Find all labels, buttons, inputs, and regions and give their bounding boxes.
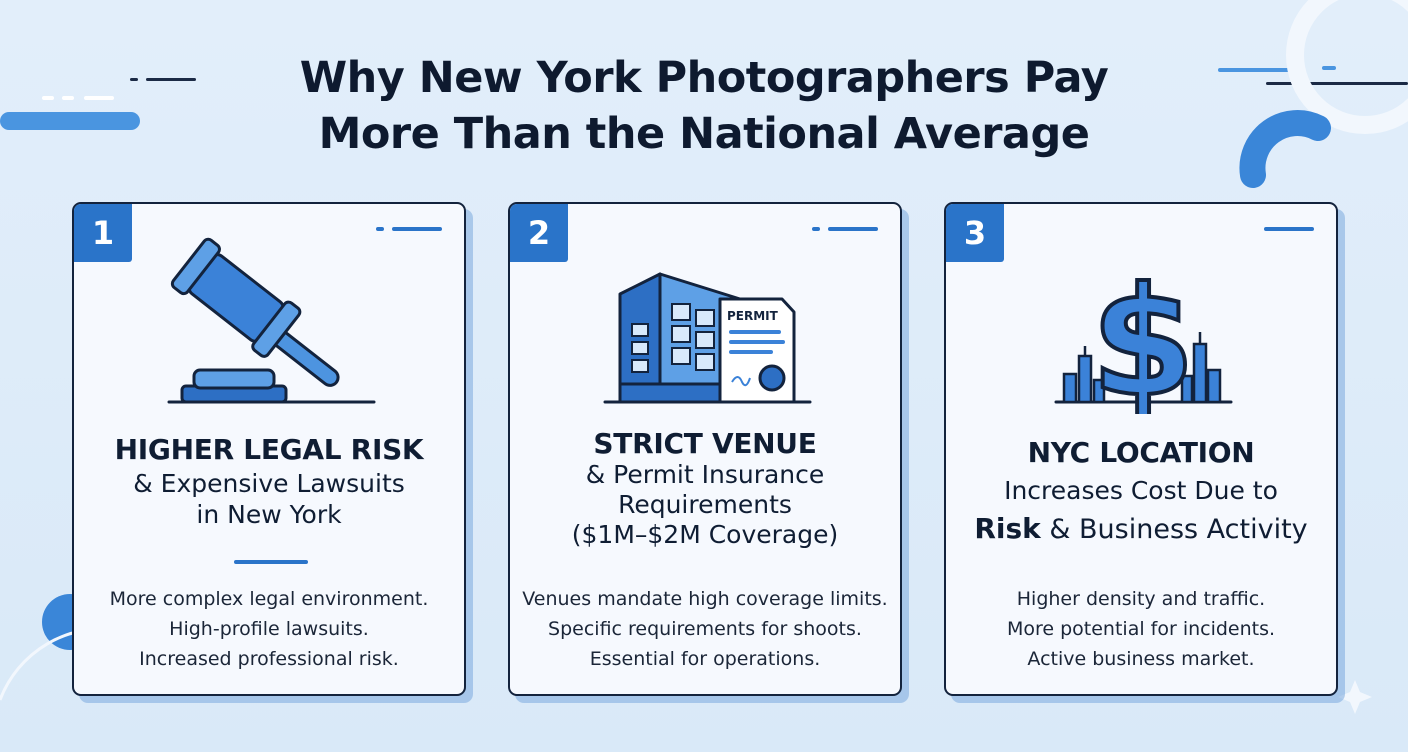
- heading-line-2: Increases Cost Due to: [1004, 476, 1278, 505]
- card-dash-decoration: [1264, 227, 1314, 231]
- card-legal-risk: 1 HIGHER LEGAL RISK & Expensive Lawsuits…: [72, 202, 466, 696]
- card-description: Venues mandate high coverage limits. Spe…: [516, 584, 894, 674]
- svg-text:$: $: [1091, 256, 1195, 414]
- point-1: Higher density and traffic.: [1016, 588, 1266, 610]
- card-description: Higher density and traffic. More potenti…: [952, 584, 1330, 674]
- gavel-icon: [167, 237, 376, 404]
- card-dash-decoration: [812, 227, 878, 231]
- point-3: Essential for operations.: [589, 648, 821, 670]
- point-2: More potential for incidents.: [1006, 618, 1276, 640]
- heading-line-3: in New York: [196, 500, 342, 529]
- point-2: High-profile lawsuits.: [169, 618, 369, 640]
- heading-line-3: Risk & Business Activity: [956, 510, 1326, 549]
- card-dash-decoration: [376, 227, 442, 231]
- point-3: Active business market.: [1027, 648, 1255, 670]
- point-1: Venues mandate high coverage limits.: [522, 588, 888, 610]
- card-description: More complex legal environment. High-pro…: [80, 584, 458, 674]
- heading-line-1: NYC LOCATION: [1027, 436, 1255, 469]
- heading-line-2: & Expensive Lawsuits: [133, 469, 405, 498]
- point-3: Increased professional risk.: [139, 648, 399, 670]
- card-venue-permit: 2 PERMIT STRICT VENUE & Permit Insurance: [508, 202, 902, 696]
- point-2: Specific requirements for shoots.: [548, 618, 862, 640]
- card-heading: STRICT VENUE & Permit Insurance Requirem…: [520, 428, 890, 550]
- point-1: More complex legal environment.: [109, 588, 429, 610]
- dollar-skyline-icon: $: [1054, 254, 1233, 414]
- heading-line-3-rest: & Business Activity: [1040, 514, 1308, 545]
- title-line-1: Why New York Photographers Pay: [299, 53, 1109, 103]
- page-title: Why New York Photographers Pay More Than…: [0, 50, 1408, 162]
- card-nyc-location: 3 $ NYC LOCATION Increases Cost Due to R…: [944, 202, 1338, 696]
- heading-line-3: Requirements: [618, 490, 792, 519]
- heading-bold-word: Risk: [974, 512, 1041, 545]
- heading-underline: [234, 560, 308, 564]
- heading-line-4: ($1M–$2M Coverage): [571, 520, 839, 549]
- heading-line-1: STRICT VENUE: [593, 427, 817, 460]
- card-number-badge: 2: [510, 204, 568, 262]
- title-line-2: More Than the National Average: [318, 109, 1090, 159]
- card-heading: NYC LOCATION Increases Cost Due to Risk …: [956, 434, 1326, 549]
- card-number-badge: 3: [946, 204, 1004, 262]
- card-heading: HIGHER LEGAL RISK & Expensive Lawsuits i…: [84, 432, 454, 530]
- card-number-badge: 1: [74, 204, 132, 262]
- heading-line-1: HIGHER LEGAL RISK: [114, 433, 424, 466]
- building-permit-icon: PERMIT: [603, 272, 812, 404]
- permit-label: PERMIT: [727, 309, 779, 323]
- heading-line-2: & Permit Insurance: [585, 460, 825, 489]
